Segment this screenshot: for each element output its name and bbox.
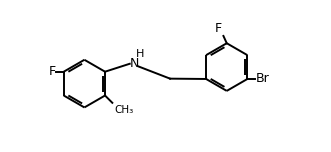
Text: F: F (48, 65, 56, 78)
Text: Br: Br (256, 73, 269, 85)
Text: CH₃: CH₃ (114, 105, 134, 116)
Text: N: N (129, 57, 139, 70)
Text: H: H (136, 50, 144, 59)
Text: F: F (215, 22, 222, 35)
